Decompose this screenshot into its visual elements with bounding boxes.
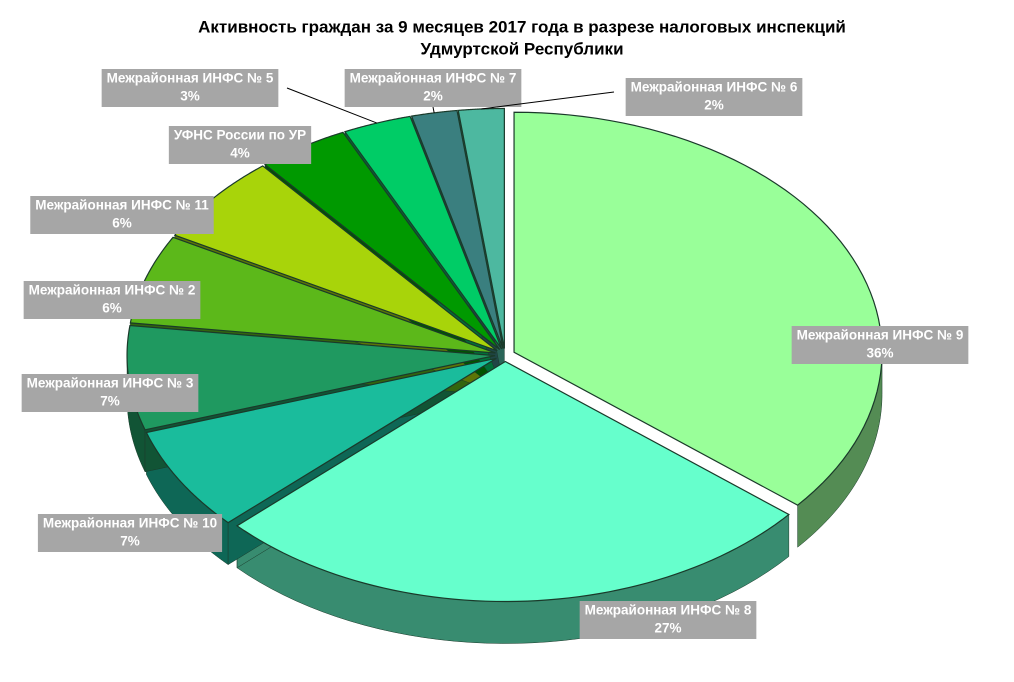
label-value: 3% [180,89,200,104]
pie-slice [513,111,883,506]
data-label: Межрайонная ИНФС № 11 6% [30,196,214,234]
label-box [344,69,522,107]
label-value: 4% [230,146,250,161]
label-box [30,196,214,234]
data-label: Межрайонная ИНФС № 6 2% [625,78,803,116]
label-box [168,126,312,164]
data-label: Межрайонная ИНФС № 9 36% [791,326,969,364]
label-value: 36% [866,346,893,361]
label-box [579,601,757,639]
label-category: Межрайонная ИНФС № 3 [27,376,194,391]
label-category: Межрайонная ИНФС № 10 [43,516,217,531]
label-value: 6% [112,216,132,231]
chart-title: Активность граждан за 9 месяцев 2017 год… [198,17,846,36]
data-label: УФНС России по УР 4% [168,126,312,164]
data-label: Межрайонная ИНФС № 10 7% [37,514,223,552]
label-box [23,281,201,319]
label-box [625,78,803,116]
label-value: 27% [654,621,681,636]
label-category: Межрайонная ИНФС № 8 [585,603,752,618]
label-category: Межрайонная ИНФС № 11 [35,198,209,213]
label-category: Межрайонная ИНФС № 7 [350,71,517,86]
label-value: 2% [704,98,724,113]
label-category: УФНС России по УР [174,128,306,143]
label-category: Межрайонная ИНФС № 6 [631,80,798,95]
label-category: Межрайонная ИНФС № 5 [107,71,274,86]
label-box [101,69,279,107]
label-category: Межрайонная ИНФС № 9 [797,328,964,343]
chart-title: Удмуртской Республики [420,39,623,58]
data-label: Межрайонная ИНФС № 5 3% [101,69,279,107]
pie-slice [235,360,790,603]
label-value: 7% [120,534,140,549]
leader-line [481,91,615,110]
label-value: 2% [423,89,443,104]
leader-line [286,87,378,124]
label-box [21,374,199,412]
data-label: Межрайонная ИНФС № 2 6% [23,281,201,319]
data-label: Межрайонная ИНФС № 8 27% [579,601,757,639]
label-value: 6% [102,301,122,316]
label-category: Межрайонная ИНФС № 2 [29,283,196,298]
label-box [37,514,223,552]
label-box [791,326,969,364]
data-label: Межрайонная ИНФС № 3 7% [21,374,199,412]
pie-tops [126,107,883,603]
leader-line [432,106,435,113]
label-value: 7% [100,394,120,409]
data-label: Межрайонная ИНФС № 7 2% [344,69,522,107]
pie-slice [145,357,497,524]
